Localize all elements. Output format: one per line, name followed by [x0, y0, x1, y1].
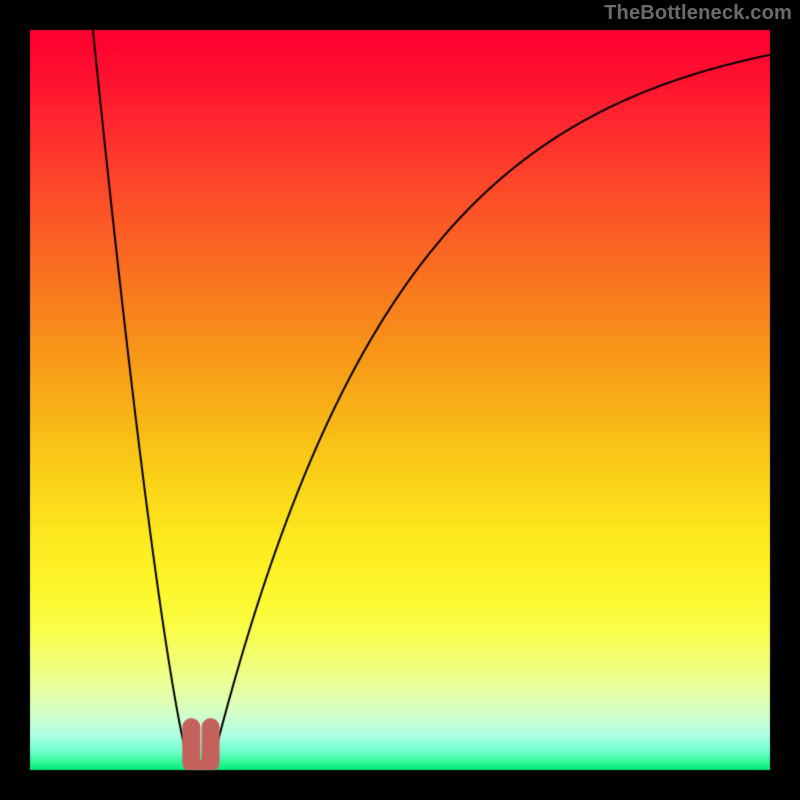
chart-container: TheBottleneck.com — [0, 0, 800, 800]
watermark-label: TheBottleneck.com — [604, 2, 792, 25]
curve-canvas — [0, 0, 800, 800]
